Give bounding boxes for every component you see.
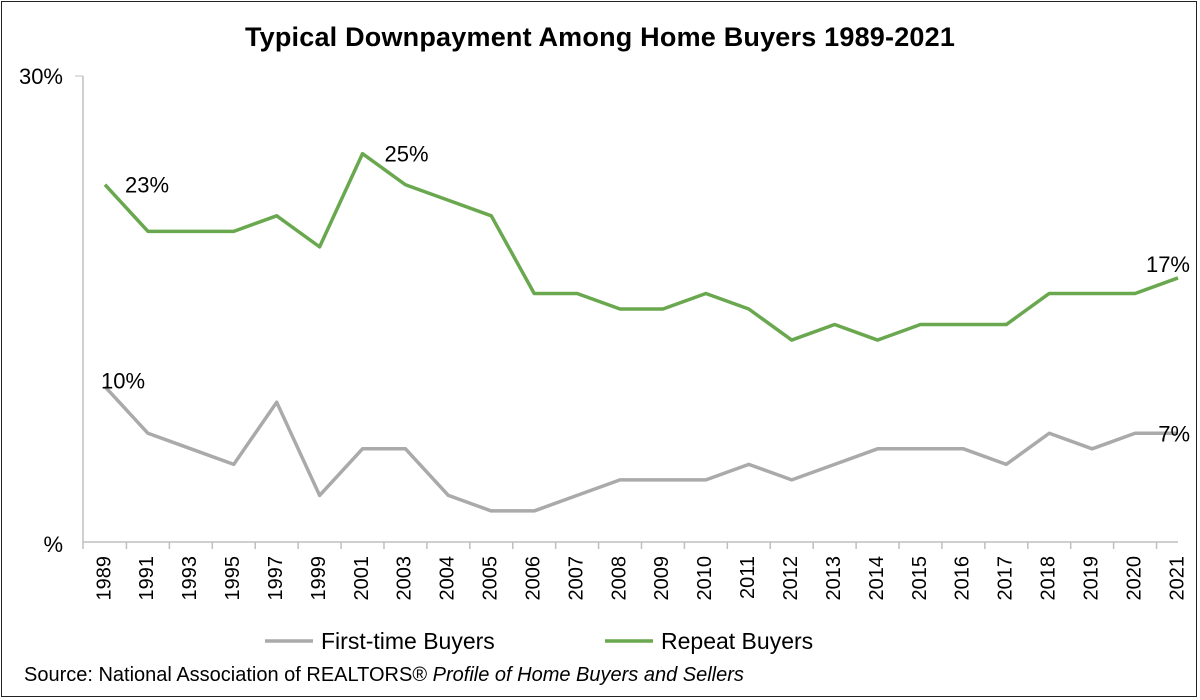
legend-label-repeat-buyers: Repeat Buyers	[661, 628, 813, 654]
xtick-label-2005: 2005	[480, 556, 502, 601]
xtick-label-2016: 2016	[952, 556, 974, 601]
xtick-label-2008: 2008	[608, 556, 630, 601]
xtick-label-1999: 1999	[308, 556, 330, 601]
series-line-repeat-buyers	[103, 151, 1179, 342]
data-label: 23%	[125, 173, 169, 198]
source-prefix: Source: National Association of REALTORS…	[24, 664, 428, 686]
xtick-label-1993: 1993	[179, 556, 201, 601]
legend-label-first-time-buyers: First-time Buyers	[321, 628, 495, 654]
xtick-label-2021: 2021	[1166, 556, 1188, 601]
xtick-label-2007: 2007	[565, 556, 587, 601]
xtick-label-2006: 2006	[522, 556, 544, 601]
data-label: 10%	[101, 369, 145, 394]
xtick-label-2015: 2015	[909, 556, 931, 601]
xtick-label-2019: 2019	[1080, 556, 1102, 601]
xtick-label-1989: 1989	[93, 556, 115, 601]
data-label: 17%	[1146, 252, 1190, 277]
ytick-label-top: 30%	[19, 64, 63, 89]
series-line-first-time-buyers	[103, 385, 1178, 513]
data-label: 7%	[1158, 421, 1190, 446]
xtick-label-1991: 1991	[136, 556, 158, 601]
source-publication: Profile of Home Buyers and Sellers	[432, 664, 744, 686]
xtick-label-2003: 2003	[394, 556, 416, 601]
chart-title: Typical Downpayment Among Home Buyers 19…	[244, 22, 956, 52]
xtick-label-2012: 2012	[780, 556, 802, 601]
data-label: 25%	[385, 142, 429, 167]
xtick-label-2011: 2011	[737, 556, 759, 599]
xtick-label-2009: 2009	[651, 556, 673, 601]
xtick-label-2017: 2017	[995, 556, 1017, 601]
xtick-label-2018: 2018	[1038, 556, 1060, 601]
xtick-label-2013: 2013	[823, 556, 845, 601]
ytick-label-bottom: %	[43, 532, 63, 557]
xtick-label-2001: 2001	[351, 556, 373, 601]
xtick-label-2004: 2004	[437, 556, 459, 601]
source-note: Source: National Association of REALTORS…	[24, 664, 744, 687]
xtick-label-1995: 1995	[222, 556, 244, 601]
xtick-label-2014: 2014	[866, 556, 888, 601]
xtick-label-2010: 2010	[694, 556, 716, 601]
xtick-label-1997: 1997	[265, 556, 287, 601]
xtick-label-2020: 2020	[1123, 556, 1145, 601]
